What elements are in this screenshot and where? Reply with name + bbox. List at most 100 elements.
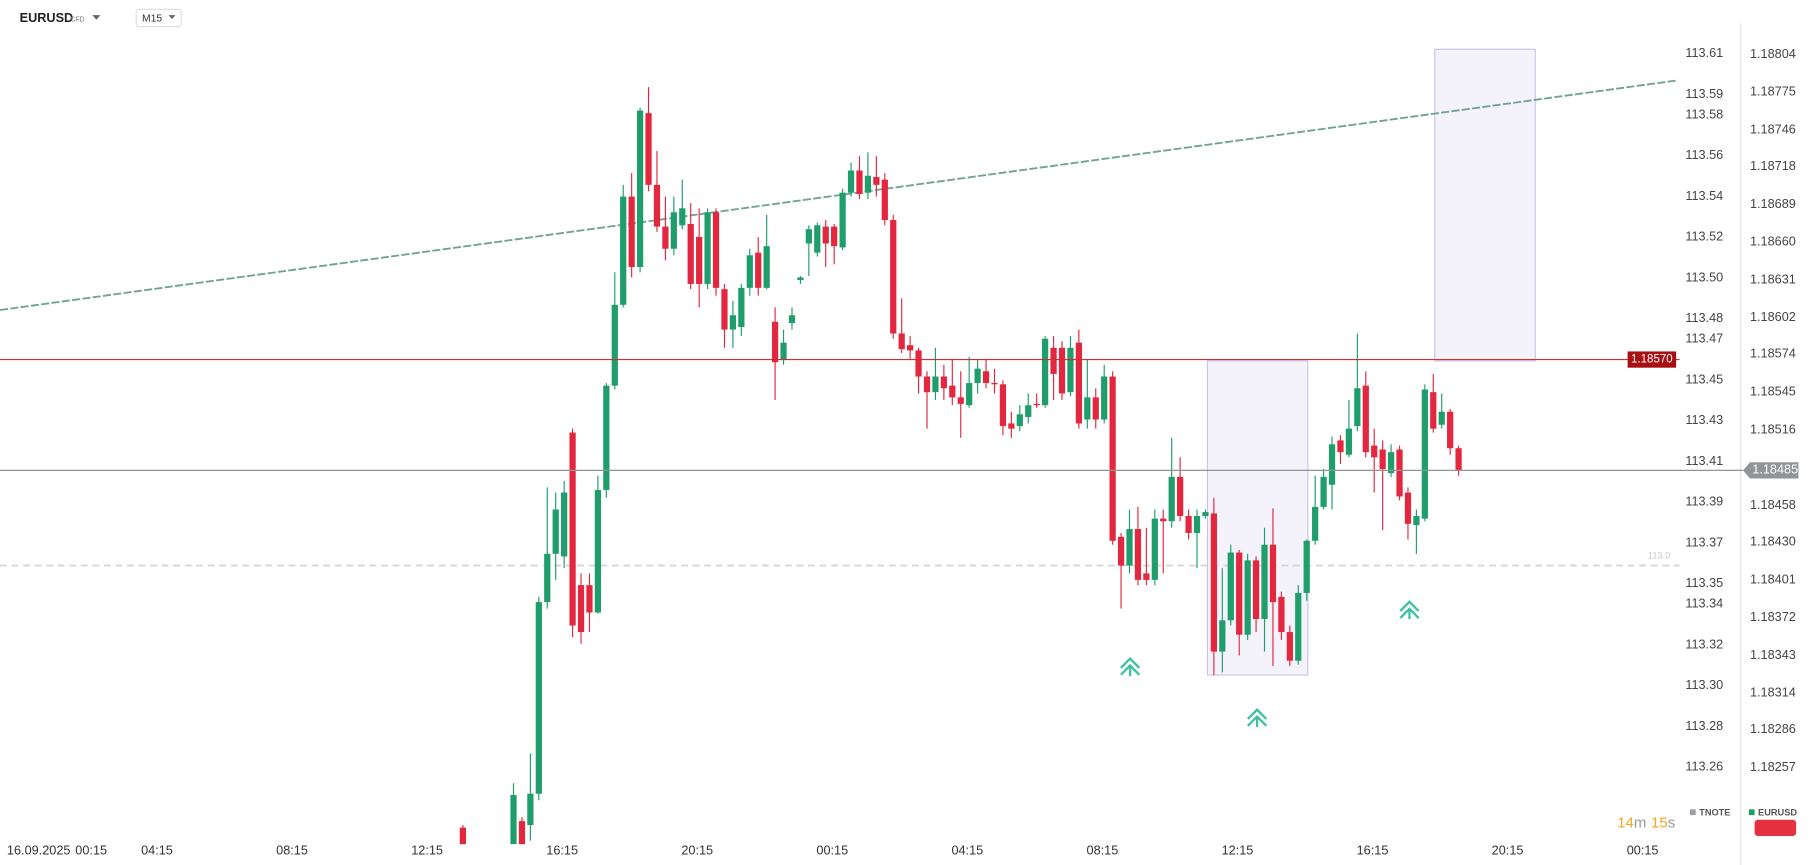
candle-body [1126,529,1133,566]
candle-body [603,385,610,490]
candle-body [982,371,990,384]
x-date-label: 16.09.2025 [7,842,71,857]
candle-body [1438,411,1445,425]
timeframe-caret[interactable] [168,15,176,20]
overlay: 1.18570 1.18485 [0,351,1799,479]
candle-body [1008,423,1015,429]
candle-body [1050,347,1057,374]
candle-body [1295,592,1302,661]
symbol[interactable]: EURUSD [20,10,74,25]
candle-body [1337,440,1344,453]
candle-body [1421,389,1428,519]
y2-tick-label: 113.56 [1685,147,1723,162]
y-tick-label: 1.18545 [1750,383,1796,398]
timeframe[interactable]: M15 [142,13,162,24]
candle-body [1269,544,1277,603]
candle-body [1219,620,1226,652]
candle-body [1345,428,1353,455]
candle-body [679,208,686,226]
symbol-caret[interactable] [92,15,101,20]
x-tick-label: 08:15 [1087,842,1119,857]
candle-body [1084,397,1091,420]
x-tick-label: 12:15 [411,842,443,857]
countdown-part: 14 [1617,814,1634,831]
y2-tick-label: 113.35 [1685,575,1723,590]
candle-body [1387,452,1395,473]
candle-body [1320,476,1327,507]
candle-body [1058,347,1066,394]
countdown-part: 15 [1651,814,1668,831]
y2-tick-label: 113.43 [1685,412,1723,427]
candle-body [561,492,568,557]
candle-body [696,237,703,284]
candle-body [704,212,711,284]
candle-body [755,252,762,288]
candle-body [1177,476,1184,517]
candle-body [957,397,964,404]
candle-body [1117,536,1125,566]
current-price-label: 1.18485 [1752,462,1798,477]
y-tick-label: 1.18314 [1750,685,1796,700]
x-tick-label: 16:15 [546,842,578,857]
candle-body [653,184,661,227]
y2-tick-label: 113.32 [1685,636,1723,651]
candle-body [510,795,517,845]
candle-body [712,212,720,288]
candle-body [721,289,728,330]
candle-body [1227,552,1234,621]
y2-tick-label: 113.48 [1685,310,1723,325]
candle-body [1354,388,1361,427]
candle-body [1202,512,1209,517]
candle-body [780,342,787,360]
candle-body [831,226,838,247]
candle-body [1185,516,1192,533]
candle-body [569,432,576,626]
y-tick-label: 1.18458 [1750,497,1796,512]
candle-body [906,345,914,351]
y2-tick-label: 113.37 [1685,534,1723,549]
candle-body [1042,338,1049,406]
candle-body [1160,518,1167,522]
y-tick-label: 1.18516 [1750,421,1796,436]
y2-tick-label: 113.54 [1685,188,1723,203]
countdown: 14m 15s [1617,814,1675,831]
candle-body [1244,560,1251,635]
candle-body [923,376,931,393]
candle-body [459,827,467,845]
y2-tick-label: 113.30 [1685,677,1723,692]
candle-body [611,304,618,386]
x-tick-label: 00:15 [1627,842,1659,857]
candle-body [687,223,694,284]
x-tick-label: 20:15 [1492,842,1524,857]
candle-body [966,383,973,406]
x-tick-label: 00:15 [816,842,848,857]
candle-body [594,489,602,613]
trendline [0,79,1677,311]
candle-body [915,350,922,377]
candle-body [1286,632,1293,661]
y-tick-label: 1.18804 [1750,46,1796,61]
dashed-level-label: 113.0 [1648,551,1670,561]
x-tick-label: 20:15 [681,842,713,857]
candle-body [864,175,872,193]
x-tick-label: 04:15 [141,842,173,857]
x-tick-label: 12:15 [1222,842,1254,857]
y2-tick-label: 113.45 [1685,371,1723,386]
level-label-bg [1627,351,1677,368]
candle-body [1379,449,1386,470]
y-tick-label: 1.18689 [1750,196,1796,211]
candle-body [1075,342,1082,424]
candle-body [1143,573,1150,580]
candle-body [1396,449,1403,497]
candle-body [814,225,821,253]
candle-body [1278,596,1285,633]
candle-body [1303,540,1310,593]
toolbar: EURUSD CFD M15 [20,8,182,28]
y2-tick-label: 113.26 [1685,759,1723,774]
timeframe-box[interactable] [135,8,182,28]
candle-body [805,229,812,244]
candle-body [1016,414,1023,427]
sell-button[interactable] [1754,819,1797,837]
y2-tick-label: 113.50 [1685,269,1723,284]
